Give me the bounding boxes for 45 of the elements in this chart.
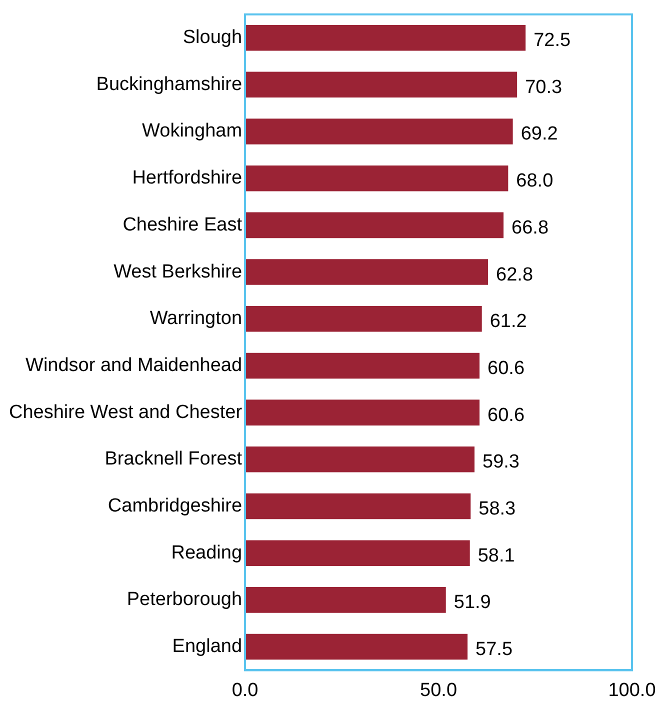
bar xyxy=(245,72,518,98)
y-tick-label: Windsor and Maidenhead xyxy=(26,354,242,376)
y-tick-label: Warrington xyxy=(150,308,242,330)
x-tick-label: 50.0 xyxy=(420,680,458,701)
y-tick-label: Slough xyxy=(182,27,242,48)
y-tick-label: Wokingham xyxy=(142,120,242,142)
data-label: 62.8 xyxy=(496,264,534,286)
y-tick-label: Cambridgeshire xyxy=(108,495,242,516)
bar xyxy=(245,259,488,285)
data-label: 72.5 xyxy=(534,30,571,52)
bar xyxy=(245,118,513,144)
bar xyxy=(245,446,475,472)
y-tick-label: Reading xyxy=(171,542,242,564)
data-label: 59.3 xyxy=(482,452,520,473)
bar xyxy=(245,587,446,613)
data-label: 61.2 xyxy=(490,311,527,332)
x-tick-label: 0.0 xyxy=(232,680,258,701)
data-label: 51.9 xyxy=(454,592,491,614)
x-tick-label: 100.0 xyxy=(608,680,656,701)
y-tick-label: Bracknell Forest xyxy=(104,448,243,470)
bar xyxy=(245,165,508,192)
bar xyxy=(245,352,480,379)
bar xyxy=(245,634,468,660)
y-tick-label: Peterborough xyxy=(126,589,242,610)
data-label: 69.2 xyxy=(520,124,558,145)
data-label: 58.1 xyxy=(478,545,515,566)
data-label: 70.3 xyxy=(525,76,562,98)
data-label: 60.6 xyxy=(488,404,525,426)
y-tick-label: England xyxy=(172,636,242,658)
y-tick-label: Cheshire West and Chester xyxy=(8,402,243,423)
y-tick-label: Hertfordshire xyxy=(132,168,242,189)
bar xyxy=(245,212,504,238)
y-tick-label: Buckinghamshire xyxy=(96,74,242,95)
data-label: 68.0 xyxy=(516,170,554,192)
bar xyxy=(245,24,526,51)
y-tick-label: Cheshire East xyxy=(122,214,243,236)
data-label: 58.3 xyxy=(478,498,516,520)
bar xyxy=(245,400,480,426)
bar xyxy=(245,493,471,520)
data-label: 66.8 xyxy=(512,217,549,238)
data-label: 60.6 xyxy=(488,358,525,379)
y-tick-label: West Berkshire xyxy=(114,261,242,282)
bar xyxy=(245,306,482,332)
bar xyxy=(245,540,470,566)
data-label: 57.5 xyxy=(476,639,513,660)
